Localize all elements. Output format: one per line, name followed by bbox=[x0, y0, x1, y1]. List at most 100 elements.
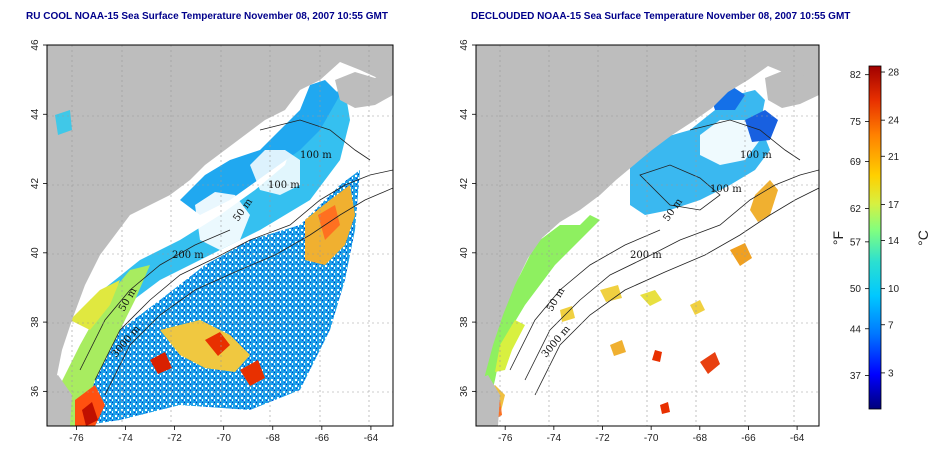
fahrenheit-tick-label: 69 bbox=[850, 157, 862, 168]
fahrenheit-tick-label: 50 bbox=[850, 284, 862, 295]
right-lon-ticks: -76 -74 -72 -70 -68 -66 -64 bbox=[498, 426, 805, 444]
colorbar: 82 75 69 62 57 50 44 37 28 24 21 17 14 10 7 3 °F °C bbox=[830, 65, 931, 410]
left-contour-label-4: 200 m bbox=[172, 250, 204, 261]
fahrenheit-tick-label: 82 bbox=[850, 70, 862, 81]
left-sst-coastal-yellow bbox=[70, 280, 120, 330]
left-sst-gulf-of-maine bbox=[180, 80, 340, 215]
fahrenheit-tick-label: 75 bbox=[850, 117, 862, 128]
right-lat-ticks: 36 38 40 42 44 46 bbox=[459, 39, 476, 397]
celsius-tick-label: 10 bbox=[888, 284, 900, 295]
fahrenheit-tick-label: 44 bbox=[850, 324, 862, 335]
left-panel-title: RU COOL NOAA-15 Sea Surface Temperature … bbox=[26, 11, 388, 22]
right-lat-tick-label: 36 bbox=[459, 385, 470, 397]
left-land-nova-scotia bbox=[335, 65, 393, 108]
left-lat-tick-label: 38 bbox=[30, 316, 41, 328]
right-lat-tick-label: 40 bbox=[459, 247, 470, 259]
left-sst-cloud-gap bbox=[195, 192, 250, 250]
celsius-tick-label: 28 bbox=[888, 68, 900, 79]
left-sst-coastal-warm bbox=[55, 265, 150, 426]
right-contour-georges-bank bbox=[639, 164, 721, 211]
left-lon-ticks: -76 -74 -72 -70 -68 -66 -64 bbox=[69, 426, 379, 444]
left-sst-eddy-red-2 bbox=[240, 360, 265, 386]
celsius-tick-label: 21 bbox=[888, 152, 900, 163]
left-sst-cloud-gap-2 bbox=[250, 150, 300, 195]
right-lat-tick-label: 42 bbox=[459, 178, 470, 190]
right-sst-scotian-blue bbox=[745, 110, 778, 142]
left-lon-tick-label: -66 bbox=[315, 433, 330, 444]
right-sst-eddy-red-3 bbox=[660, 402, 670, 414]
left-contour-label-2: 100 m bbox=[268, 180, 300, 191]
celsius-tick-label: 14 bbox=[888, 236, 900, 247]
left-contour-3000m bbox=[104, 187, 393, 396]
left-sst-offshore-yellow bbox=[160, 320, 250, 372]
left-land-delmarva bbox=[47, 375, 72, 426]
left-lat-tick-label: 36 bbox=[30, 385, 41, 397]
right-lon-tick-label: -74 bbox=[547, 433, 562, 444]
fahrenheit-tick-label: 37 bbox=[850, 371, 862, 382]
right-contour-200m bbox=[524, 169, 819, 381]
fahrenheit-tick-label: 62 bbox=[850, 204, 862, 215]
right-contour-label-2: 100 m bbox=[710, 184, 742, 195]
right-sst-eddy-orange-2 bbox=[610, 340, 626, 356]
colorbar-gradient bbox=[868, 65, 882, 410]
left-lon-tick-label: -76 bbox=[69, 433, 84, 444]
right-sst-eddy-orange bbox=[730, 243, 752, 266]
celsius-tick-label: 7 bbox=[888, 320, 894, 331]
right-contour-label-1: 100 m bbox=[740, 150, 772, 161]
right-sst-eddy-yellow-3 bbox=[600, 285, 622, 302]
fahrenheit-tick-label: 57 bbox=[850, 237, 862, 248]
left-lon-tick-label: -70 bbox=[216, 433, 231, 444]
left-contour-200m bbox=[94, 169, 393, 381]
left-contour-100m bbox=[259, 119, 371, 161]
left-contour-50m bbox=[79, 229, 231, 371]
right-lat-tick-label: 38 bbox=[459, 316, 470, 328]
left-lat-tick-label: 44 bbox=[30, 108, 41, 120]
right-sst-eddy-yellow-4 bbox=[560, 306, 575, 322]
fahrenheit-label: °F bbox=[830, 231, 846, 245]
right-contour-100m bbox=[689, 119, 801, 161]
right-panel-title: DECLOUDED NOAA-15 Sea Surface Temperatur… bbox=[471, 11, 851, 22]
left-lat-tick-label: 46 bbox=[30, 39, 41, 51]
right-contour-3000m bbox=[534, 187, 819, 396]
left-lat-tick-label: 40 bbox=[30, 247, 41, 259]
left-lat-ticks: 36 38 40 42 44 46 bbox=[30, 39, 47, 397]
right-lon-tick-label: -72 bbox=[595, 433, 610, 444]
left-land bbox=[47, 45, 393, 410]
right-lat-tick-label: 46 bbox=[459, 39, 470, 51]
right-lat-tick-label: 44 bbox=[459, 108, 470, 120]
celsius-tick-label: 3 bbox=[888, 368, 894, 379]
colorbar-fahrenheit-ticks: 82 75 69 62 57 50 44 37 bbox=[850, 70, 869, 382]
left-lon-tick-label: -72 bbox=[167, 433, 182, 444]
right-sst-eddy-yellow bbox=[640, 290, 662, 306]
left-map-frame bbox=[46, 44, 394, 427]
right-grid bbox=[476, 45, 819, 426]
right-map: 100 m 100 m 50 m 200 m 50 m 3000 m -76 -7… bbox=[459, 39, 820, 444]
left-sst-south-red bbox=[82, 402, 98, 426]
left-sst-shelf bbox=[90, 90, 350, 310]
left-lon-tick-label: -68 bbox=[266, 433, 281, 444]
celsius-label: °C bbox=[915, 230, 931, 246]
right-sst-eddy-red-2 bbox=[652, 350, 662, 362]
left-lon-tick-label: -74 bbox=[118, 433, 133, 444]
right-lon-tick-label: -66 bbox=[741, 433, 756, 444]
left-lon-tick-label: -64 bbox=[364, 433, 379, 444]
celsius-tick-label: 24 bbox=[888, 116, 900, 127]
right-lon-tick-label: -64 bbox=[790, 433, 805, 444]
right-lon-tick-label: -76 bbox=[498, 433, 513, 444]
celsius-tick-label: 17 bbox=[888, 200, 900, 211]
left-sst-speckle bbox=[75, 170, 360, 426]
right-sst-eddy-red bbox=[700, 352, 720, 374]
left-contour-label-1: 100 m bbox=[300, 150, 332, 161]
right-land-delmarva bbox=[476, 375, 500, 426]
right-sst-slope-warm bbox=[750, 180, 778, 222]
left-sst-eddy-red bbox=[205, 332, 230, 356]
left-map: 100 m 100 m 50 m 200 m 50 m 3000 m -76 -7… bbox=[30, 39, 394, 444]
right-map-frame bbox=[475, 44, 820, 427]
left-grid bbox=[47, 45, 393, 426]
right-land bbox=[476, 45, 819, 410]
right-contour-label-4: 200 m bbox=[630, 250, 662, 261]
colorbar-celsius-ticks: 28 24 21 17 14 10 7 3 bbox=[881, 68, 900, 379]
right-sst-eddy-yellow-2 bbox=[690, 300, 705, 315]
left-lat-tick-label: 42 bbox=[30, 178, 41, 190]
